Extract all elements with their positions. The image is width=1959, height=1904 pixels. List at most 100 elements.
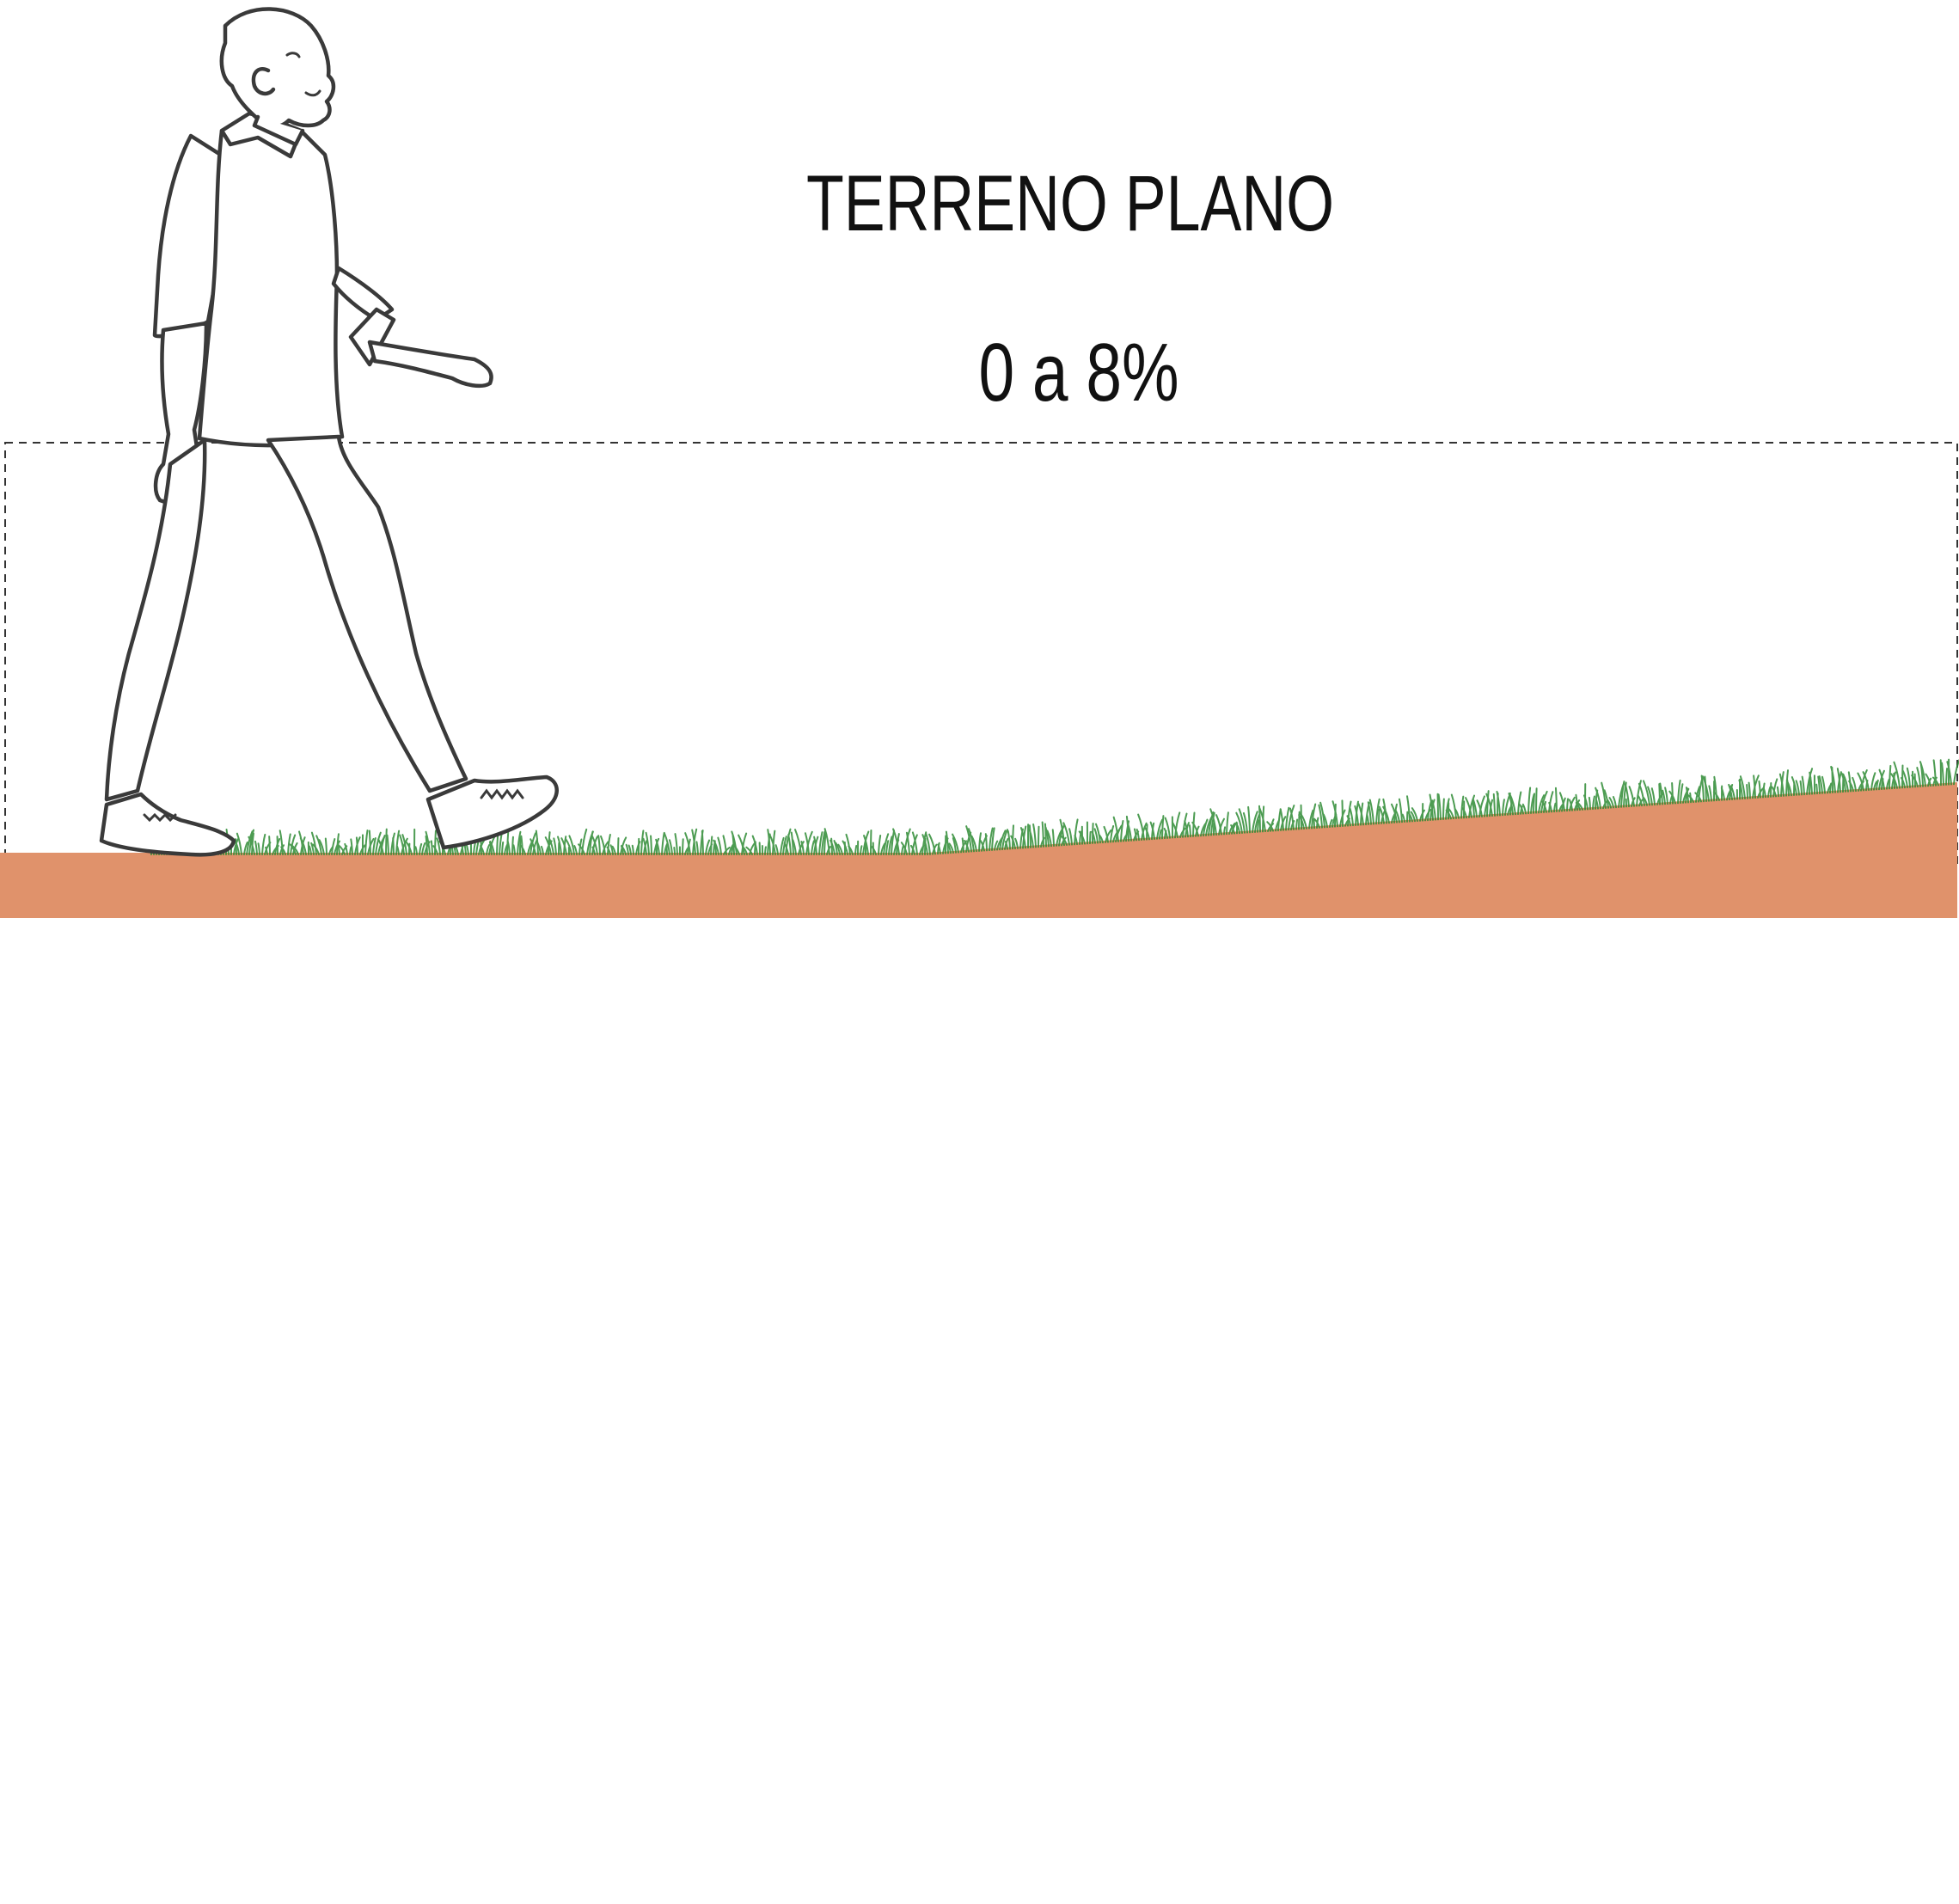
grass-blade xyxy=(611,845,616,855)
grass-blade xyxy=(1354,805,1359,826)
grass-blade xyxy=(1062,822,1070,846)
grass-blade xyxy=(344,842,348,855)
grass-blade xyxy=(565,837,572,855)
grass-blade xyxy=(811,840,815,855)
grass-blade xyxy=(279,830,284,855)
grass-blade xyxy=(1007,830,1011,850)
grass-blade xyxy=(1133,828,1137,842)
grass-blade xyxy=(764,846,767,855)
grass-blade xyxy=(535,830,539,855)
grass-blade xyxy=(885,840,890,855)
grass-blade xyxy=(1778,773,1785,797)
grass-blade xyxy=(401,837,408,855)
grass-blade xyxy=(967,828,975,853)
grass-blade xyxy=(308,845,312,855)
grass-blade xyxy=(1538,794,1546,814)
grass-blade xyxy=(1668,790,1676,805)
grass-blade xyxy=(1694,792,1702,803)
grass-blade xyxy=(1637,794,1643,807)
grass-blade xyxy=(945,839,952,854)
grass-blade xyxy=(1548,791,1554,813)
grass-blade xyxy=(695,841,699,855)
grass-blade xyxy=(705,839,711,855)
grass-blade xyxy=(486,844,491,855)
grass-blade xyxy=(1708,785,1712,802)
grass-blade xyxy=(742,846,748,855)
grass-blade xyxy=(1815,783,1818,795)
grass-blade xyxy=(396,845,400,855)
grass-blade xyxy=(1486,790,1490,817)
grass-blade xyxy=(560,837,567,855)
grass-blade xyxy=(835,842,841,855)
grass-blade xyxy=(1247,805,1251,834)
grass-blade xyxy=(1159,829,1162,840)
grass-blade xyxy=(1795,780,1800,796)
grass-blade xyxy=(540,845,544,855)
grass-blade xyxy=(318,839,325,855)
grass-blade xyxy=(548,831,551,855)
grass-blade xyxy=(544,836,552,855)
grass-blade xyxy=(1700,774,1705,803)
grass-blade xyxy=(1382,805,1390,824)
grass-blade xyxy=(925,832,931,855)
grass-blade xyxy=(1279,808,1284,831)
grass-blade xyxy=(591,846,596,855)
grass-blade xyxy=(1191,821,1199,837)
grass-blade xyxy=(536,842,542,855)
grass-blade xyxy=(1060,835,1068,846)
grass-blade xyxy=(1298,811,1301,830)
grass-blade xyxy=(280,846,286,855)
grass-blade xyxy=(1517,791,1522,816)
grass-blade xyxy=(290,834,297,855)
grass-blade xyxy=(1876,779,1879,791)
grass-blade xyxy=(731,830,738,855)
grass-blade xyxy=(1378,805,1385,824)
grass-blade xyxy=(1492,793,1496,817)
grass-blade xyxy=(1931,776,1939,787)
grass-blade xyxy=(1916,767,1921,787)
grass-blade xyxy=(937,843,941,855)
grass-blade xyxy=(1378,808,1380,825)
grass-blade xyxy=(1125,820,1130,842)
grass-blade xyxy=(606,846,611,855)
grass-blade xyxy=(1028,824,1032,848)
grass-blade xyxy=(684,832,691,855)
slope-range-label: 0 a 8% xyxy=(978,327,1178,419)
front-cuff xyxy=(348,307,396,367)
head xyxy=(219,7,336,129)
grass-blade xyxy=(661,831,665,855)
grass-blade xyxy=(557,836,562,855)
grass-blade xyxy=(722,835,727,855)
grass-blade xyxy=(1110,825,1115,843)
grass-blade xyxy=(999,830,1007,851)
grass-blade xyxy=(625,843,629,855)
grass-blade xyxy=(845,833,851,855)
grass-blade xyxy=(892,828,900,855)
grass-blade xyxy=(1695,786,1701,803)
grass-blade xyxy=(1583,794,1589,811)
grass-blade xyxy=(372,837,376,855)
grass-blade xyxy=(1218,817,1225,836)
grass-blade xyxy=(1401,813,1405,823)
grass-blade xyxy=(984,833,988,852)
grass-blade xyxy=(1830,765,1836,793)
front-shoe xyxy=(425,774,559,850)
grass-blade xyxy=(591,835,598,855)
grass-blade xyxy=(928,833,936,855)
grass-blade xyxy=(1445,809,1452,820)
grass-blade xyxy=(1311,803,1317,830)
grass-blade xyxy=(937,842,940,855)
grass-blade xyxy=(1103,825,1109,843)
grass-blade xyxy=(386,834,389,855)
grass-blade xyxy=(970,835,977,853)
grass-blade xyxy=(1445,798,1450,820)
grass-blade xyxy=(1860,769,1868,792)
grass-blade xyxy=(780,836,785,855)
grass-blade xyxy=(1509,793,1516,816)
grass-blade xyxy=(236,832,242,855)
grass-blade xyxy=(1519,804,1524,815)
grass-blade xyxy=(1210,811,1215,836)
grass-blade xyxy=(1592,795,1595,811)
grass-blade xyxy=(823,828,830,855)
grass-blade xyxy=(581,828,588,855)
